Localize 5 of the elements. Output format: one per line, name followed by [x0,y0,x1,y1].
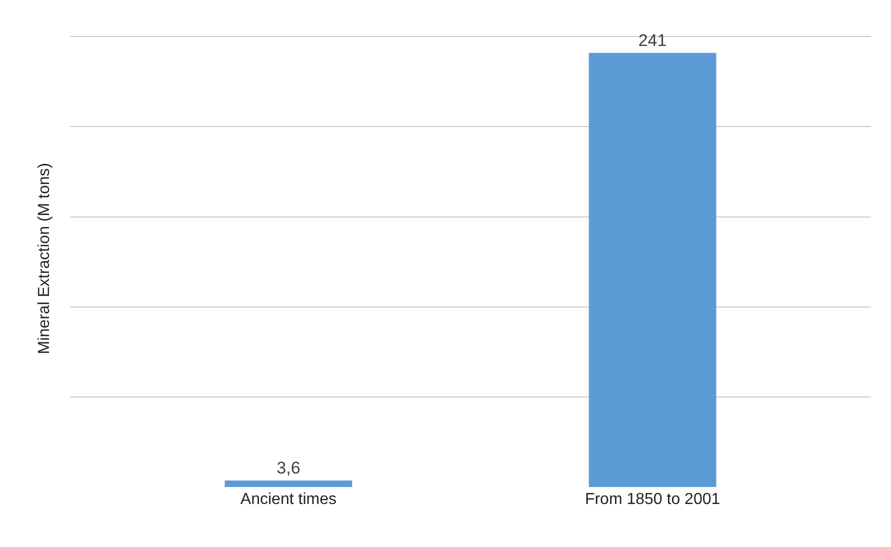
x-tick-label: Ancient times [240,491,336,508]
data-label: 3,6 [276,458,300,478]
data-label: 241 [638,30,667,50]
y-axis-title: Mineral Extraction (M tons) [36,162,53,354]
x-tick-label: From 1850 to 2001 [584,491,720,508]
